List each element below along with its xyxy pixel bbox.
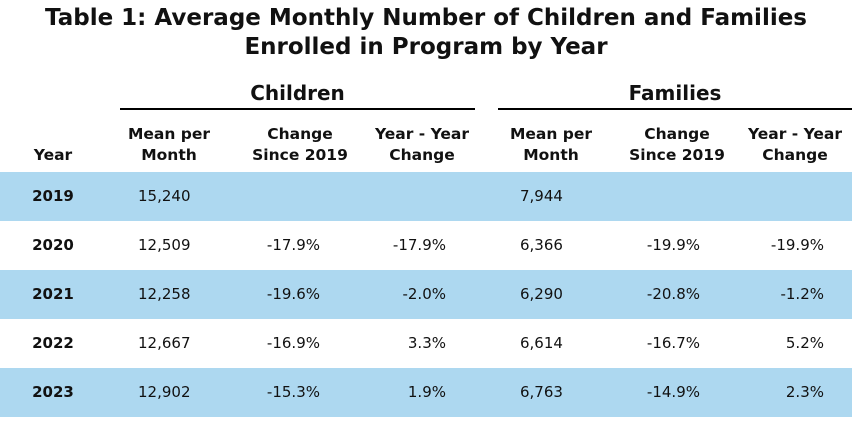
table-title: Table 1: Average Monthly Number of Child… — [0, 4, 852, 62]
table-cell-families-change: -19.9% — [646, 236, 700, 254]
table-cell-families-yoy: -1.2% — [780, 285, 824, 303]
column-header-line: Year - Year — [374, 125, 470, 143]
column-header-line: Since 2019 — [252, 146, 348, 164]
group-underline-families — [498, 108, 852, 110]
table-cell-families-change — [600, 172, 700, 221]
table-cell-year: 2021 — [32, 285, 74, 303]
column-header-line: Change — [762, 146, 828, 164]
table-cell-children-mean: 15,240 — [138, 187, 191, 205]
table-title-line-2: Enrolled in Program by Year — [244, 34, 608, 60]
table-cell-children-change: -16.9% — [266, 334, 320, 352]
table-cell-children-mean: 12,667 — [138, 334, 191, 352]
column-header-children-yoy: Year - Year Change — [362, 124, 482, 166]
table-row: 2019 15,240 7,944 — [0, 172, 852, 221]
table-cell-children-yoy: -17.9% — [392, 236, 446, 254]
column-header-line: Since 2019 — [629, 146, 725, 164]
column-header-families-change: Change Since 2019 — [617, 124, 737, 166]
column-header-line: Change — [644, 125, 710, 143]
column-header-children-change: Change Since 2019 — [240, 124, 360, 166]
table-cell-children-yoy: -2.0% — [402, 285, 446, 303]
column-header-line: Change — [267, 125, 333, 143]
table-cell-families-yoy: -19.9% — [770, 236, 824, 254]
group-underline-children — [120, 108, 475, 110]
table-cell-families-mean: 6,366 — [520, 236, 563, 254]
column-header-line: Year - Year — [747, 125, 843, 143]
table-cell-families-yoy: 2.3% — [785, 383, 824, 401]
table-cell-year: 2022 — [32, 334, 74, 352]
table-row: 2023 12,902 -15.3% 1.9% 6,763 -14.9% 2.3% — [0, 368, 852, 417]
group-header-children: Children — [250, 81, 345, 105]
table-cell-year: 2023 — [32, 383, 74, 401]
column-header-year-text: Year — [33, 146, 73, 164]
table-cell-children-yoy: 3.3% — [407, 334, 446, 352]
table-cell-families-yoy — [724, 172, 824, 221]
table-cell-children-mean: 12,258 — [138, 285, 191, 303]
column-header-line: Month — [141, 146, 197, 164]
column-header-line: Month — [523, 146, 579, 164]
table-cell-year: 2019 — [32, 187, 74, 205]
table-cell-children-change: -17.9% — [266, 236, 320, 254]
table-cell-children-mean: 12,902 — [138, 383, 191, 401]
column-header-year: Year — [0, 145, 106, 166]
table-cell-children-mean: 12,509 — [138, 236, 191, 254]
table-cell-families-yoy: 5.2% — [785, 334, 824, 352]
table-cell-children-change: -19.6% — [266, 285, 320, 303]
column-header-line: Mean per — [127, 125, 211, 143]
group-header-families: Families — [628, 81, 722, 105]
column-header-families-mean: Mean per Month — [496, 124, 606, 166]
table-cell-year: 2020 — [32, 236, 74, 254]
table-cell-children-yoy — [346, 172, 446, 221]
table-cell-families-change: -16.7% — [646, 334, 700, 352]
table-cell-families-change: -14.9% — [646, 383, 700, 401]
table-cell-families-mean: 6,763 — [520, 383, 563, 401]
table-row: 2021 12,258 -19.6% -2.0% 6,290 -20.8% -1.2% — [0, 270, 852, 319]
table-cell-families-change: -20.8% — [646, 285, 700, 303]
table-cell-children-change: -15.3% — [266, 383, 320, 401]
table-cell-children-yoy: 1.9% — [407, 383, 446, 401]
table-row: 2022 12,667 -16.9% 3.3% 6,614 -16.7% 5.2% — [0, 319, 852, 368]
table-cell-families-mean: 6,614 — [520, 334, 563, 352]
column-header-line: Change — [389, 146, 455, 164]
table-cell-families-mean: 7,944 — [520, 187, 563, 205]
table-title-line-1: Table 1: Average Monthly Number of Child… — [44, 5, 807, 31]
table-cell-families-mean: 6,290 — [520, 285, 563, 303]
table-row: 2020 12,509 -17.9% -17.9% 6,366 -19.9% -19.9% — [0, 221, 852, 270]
column-header-families-yoy: Year - Year Change — [736, 124, 852, 166]
column-header-line: Mean per — [509, 125, 593, 143]
table-cell-children-change — [220, 172, 320, 221]
column-header-children-mean: Mean per Month — [114, 124, 224, 166]
